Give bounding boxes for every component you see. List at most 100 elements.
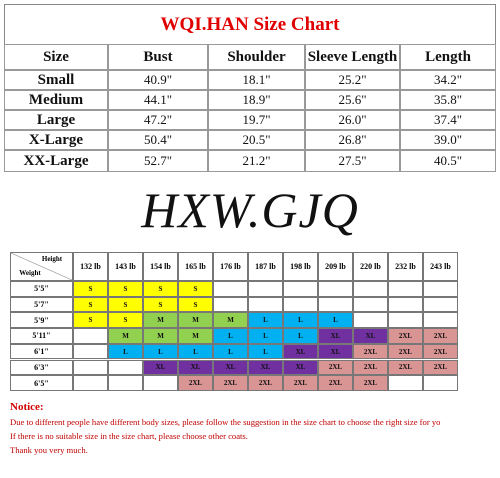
size-cell: S <box>178 281 213 297</box>
weight-header: 154 lb <box>143 252 178 281</box>
empty-cell <box>423 296 458 313</box>
table-cell: Medium <box>4 90 108 110</box>
notice-line: Thank you very much. <box>10 445 88 455</box>
empty-cell <box>283 296 318 313</box>
weight-header: 232 lb <box>388 252 423 281</box>
empty-cell <box>353 312 388 329</box>
size-chart-title: WQI.HAN Size Chart <box>160 14 340 35</box>
corner-bottom: Weight <box>19 269 41 277</box>
size-cell: L <box>248 312 283 329</box>
table-cell: 44.1" <box>108 90 208 110</box>
height-label: 5'7" <box>10 296 73 313</box>
empty-cell <box>318 281 353 297</box>
size-cell: 2XL <box>318 375 353 391</box>
size-cell: M <box>143 312 178 329</box>
size-cell: L <box>248 343 283 360</box>
empty-cell <box>423 312 458 329</box>
empty-cell <box>283 281 318 297</box>
table-cell: 52.7" <box>108 150 208 172</box>
empty-cell <box>73 375 108 391</box>
empty-cell <box>353 281 388 297</box>
empty-cell <box>73 359 108 376</box>
size-cell: XL <box>353 328 388 344</box>
size-cell: L <box>213 343 248 360</box>
table-cell: 21.2" <box>208 150 305 172</box>
table-cell: 40.9" <box>108 70 208 90</box>
empty-cell <box>108 375 143 391</box>
size-cell: S <box>108 281 143 297</box>
header-cell: Length <box>400 44 496 70</box>
size-cell: L <box>178 343 213 360</box>
table-cell: X-Large <box>4 130 108 150</box>
weight-header: 209 lb <box>318 252 353 281</box>
size-cell: 2XL <box>178 375 213 391</box>
size-cell: L <box>318 312 353 329</box>
table-cell: 34.2" <box>400 70 496 90</box>
size-cell: 2XL <box>423 359 458 376</box>
size-cell: 2XL <box>353 375 388 391</box>
table-cell: 37.4" <box>400 110 496 130</box>
header-cell: Size <box>4 44 108 70</box>
size-cell: S <box>143 281 178 297</box>
header-cell: Shoulder <box>208 44 305 70</box>
size-cell: 2XL <box>388 359 423 376</box>
size-cell: S <box>108 296 143 313</box>
brand-logo: HXW.GJQ <box>141 182 359 238</box>
empty-cell <box>73 343 108 360</box>
empty-cell <box>423 281 458 297</box>
table-cell: 39.0" <box>400 130 496 150</box>
empty-cell <box>423 375 458 391</box>
weight-header: 165 lb <box>178 252 213 281</box>
table-cell: 40.5" <box>400 150 496 172</box>
size-cell: 2XL <box>353 343 388 360</box>
weight-header: 198 lb <box>283 252 318 281</box>
table-cell: 35.8" <box>400 90 496 110</box>
empty-cell <box>318 296 353 313</box>
height-label: 5'11" <box>10 328 73 344</box>
height-label: 6'5" <box>10 375 73 391</box>
corner-top: Height <box>41 255 63 263</box>
height-label: 6'1" <box>10 343 73 360</box>
table-cell: 50.4" <box>108 130 208 150</box>
size-cell: 2XL <box>388 328 423 344</box>
empty-cell <box>248 296 283 313</box>
size-cell: L <box>283 328 318 344</box>
empty-cell <box>388 281 423 297</box>
size-cell: S <box>73 312 108 329</box>
size-cell: L <box>143 343 178 360</box>
table-cell: 25.2" <box>305 70 400 90</box>
size-cell: XL <box>318 343 353 360</box>
weight-header: 176 lb <box>213 252 248 281</box>
header-cell: Bust <box>108 44 208 70</box>
size-cell: XL <box>283 343 318 360</box>
table-cell: 47.2" <box>108 110 208 130</box>
size-cell: 2XL <box>353 359 388 376</box>
size-cell: S <box>108 312 143 329</box>
weight-header: 143 lb <box>108 252 143 281</box>
table-cell: 26.0" <box>305 110 400 130</box>
size-cell: 2XL <box>248 375 283 391</box>
size-cell: S <box>143 296 178 313</box>
size-cell: L <box>108 343 143 360</box>
table-cell: XX-Large <box>4 150 108 172</box>
weight-header: 132 lb <box>73 252 108 281</box>
size-cell: M <box>213 312 248 329</box>
size-cell: S <box>73 281 108 297</box>
size-cell: L <box>248 328 283 344</box>
size-cell: XL <box>178 359 213 376</box>
empty-cell <box>213 296 248 313</box>
notice-title: Notice: <box>10 401 44 413</box>
size-cell: XL <box>248 359 283 376</box>
weight-header: 220 lb <box>353 252 388 281</box>
size-cell: 2XL <box>423 343 458 360</box>
size-cell: M <box>108 328 143 344</box>
empty-cell <box>388 312 423 329</box>
size-cell: XL <box>318 328 353 344</box>
table-cell: Small <box>4 70 108 90</box>
size-cell: 2XL <box>318 359 353 376</box>
notice-line: If there is no suitable size in the size… <box>10 431 248 441</box>
size-cell: 2XL <box>213 375 248 391</box>
size-cell: L <box>213 328 248 344</box>
size-cell: 2XL <box>423 328 458 344</box>
empty-cell <box>248 281 283 297</box>
